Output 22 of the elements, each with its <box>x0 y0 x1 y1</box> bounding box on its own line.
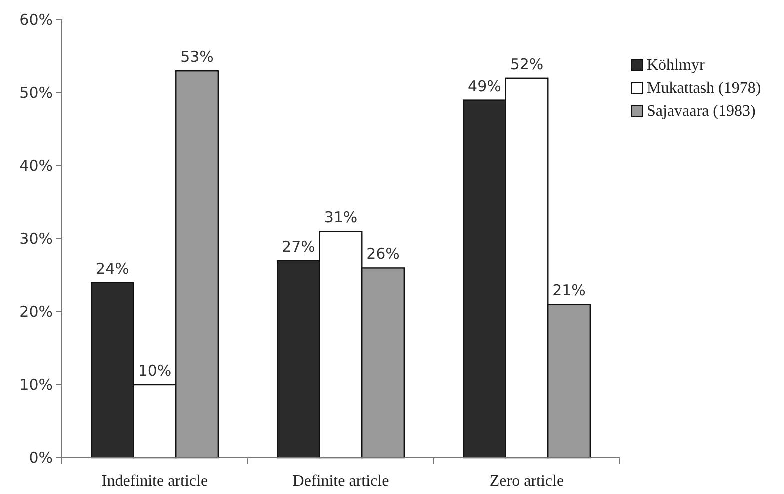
data-label: 49% <box>468 77 502 96</box>
data-label: 27% <box>282 238 316 256</box>
y-tick-label: 50% <box>20 84 53 102</box>
data-label: 21% <box>552 282 586 300</box>
y-tick-label: 60% <box>20 10 53 29</box>
data-label: 10% <box>138 362 172 380</box>
legend-label: Sajavaara (1983) <box>647 103 756 120</box>
y-tick-label: 30% <box>20 230 53 248</box>
x-tick-label: Definite article <box>292 473 390 490</box>
data-label: 52% <box>510 55 544 74</box>
y-tick-label: 40% <box>20 156 53 175</box>
legend-label: Mukattash (1978) <box>647 80 762 97</box>
data-label: 24% <box>96 260 130 278</box>
data-label: 26% <box>366 245 400 264</box>
x-tick-label: Indefinite article <box>102 473 208 490</box>
x-tick-label: Zero article <box>490 473 564 490</box>
data-label: 53% <box>180 48 214 66</box>
legend-label: Köhlmyr <box>647 57 706 74</box>
y-tick-label: 10% <box>20 376 53 394</box>
y-tick-label: 0% <box>29 448 53 467</box>
y-tick-label: 20% <box>20 302 53 321</box>
data-label: 31% <box>324 208 358 227</box>
